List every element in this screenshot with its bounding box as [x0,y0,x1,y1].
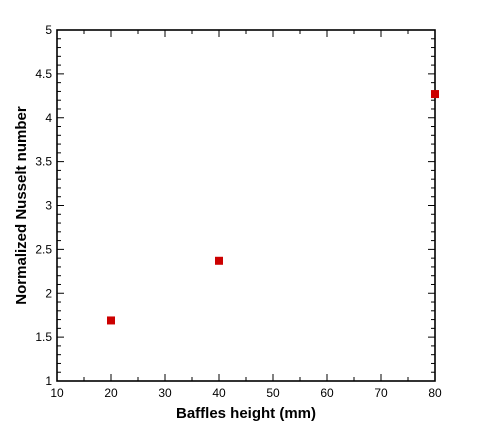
x-tick-label: 50 [266,386,280,400]
axis-tick-labels: 10 20 30 40 50 60 70 80 1 1.5 2 2.5 3 3.5 4 4.5 5 [35,23,442,400]
x-axis-title: Baffles height (mm) [176,405,316,422]
x-tick-label: 40 [212,386,226,400]
y-tick-label: 3.5 [35,155,52,169]
data-point [215,256,223,265]
y-tick-label: 1.5 [35,330,52,344]
y-tick-label: 2.5 [35,242,52,256]
x-tick-label: 60 [320,386,334,400]
data-point [431,90,439,99]
plot-frame [56,29,436,382]
y-tick-label: 5 [45,23,52,37]
y-tick-label: 2 [45,286,52,300]
axis-ticks [56,29,436,382]
y-tick-label: 4 [45,111,52,125]
y-axis-title: Normalized Nusselt number [13,106,30,305]
y-tick-label: 4.5 [35,67,52,81]
x-tick-label: 70 [374,386,388,400]
y-tick-label: 1 [45,374,52,388]
x-tick-label: 20 [104,386,118,400]
x-tick-label: 30 [158,386,172,400]
x-tick-label: 10 [50,386,64,400]
x-tick-label: 80 [428,386,442,400]
data-points [107,90,439,325]
data-point [107,316,115,325]
y-tick-label: 3 [45,199,52,213]
